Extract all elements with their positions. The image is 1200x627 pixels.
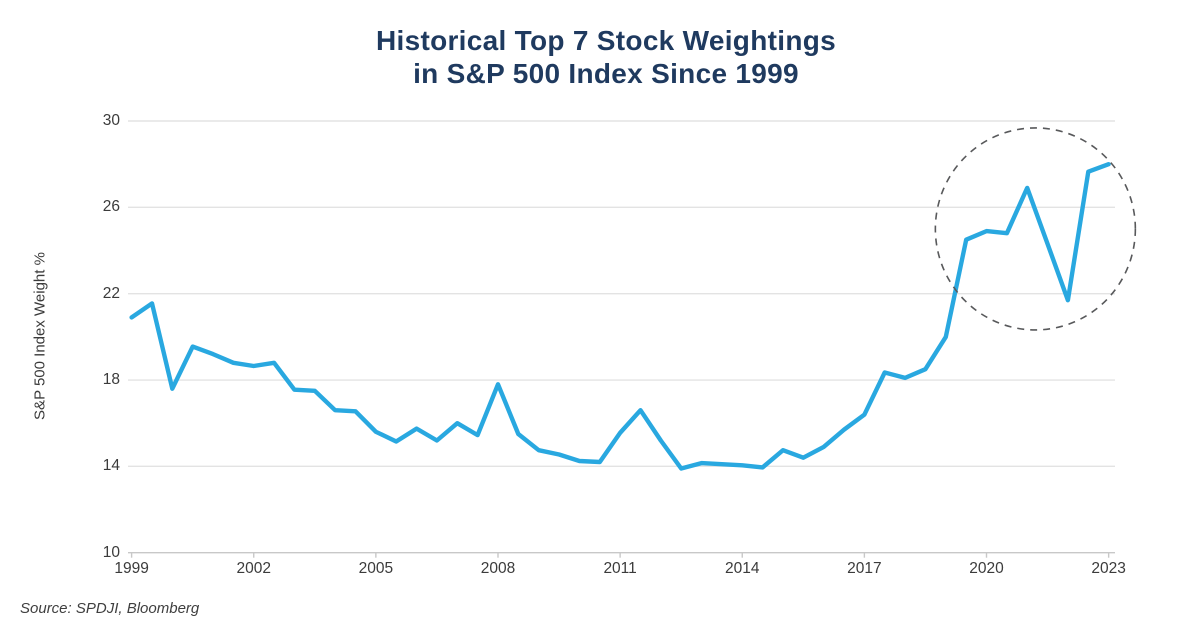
y-tick-label: 14	[102, 457, 120, 475]
y-tick-label: 30	[102, 112, 120, 129]
x-tick-label: 2020	[969, 560, 1004, 577]
x-tick-label: 2017	[847, 560, 882, 577]
highlight-circle-annotation	[934, 127, 1137, 331]
x-tick-label: 2023	[1091, 560, 1126, 577]
x-tick-label: 1999	[114, 560, 149, 577]
x-tick-label: 2011	[603, 560, 637, 577]
x-tick-label: 2014	[725, 560, 760, 577]
source-note: Source: SPDJI, Bloomberg	[20, 600, 200, 617]
y-tick-label: 18	[102, 371, 120, 389]
y-tick-label: 10	[102, 543, 120, 561]
weighting-line	[129, 161, 1111, 471]
y-tick-label: 26	[102, 198, 120, 216]
chart-title: Historical Top 7 Stock Weightings in S&P…	[6, 24, 1200, 90]
x-tick-label: 2002	[236, 560, 271, 577]
chart-title-line2: in S&P 500 Index Since 1999	[413, 58, 799, 89]
x-tick-label: 2008	[480, 560, 516, 577]
y-tick-label: 22	[102, 284, 120, 302]
chart-title-line1: Historical Top 7 Stock Weightings	[375, 25, 837, 56]
x-tick-label: 2005	[358, 560, 394, 577]
